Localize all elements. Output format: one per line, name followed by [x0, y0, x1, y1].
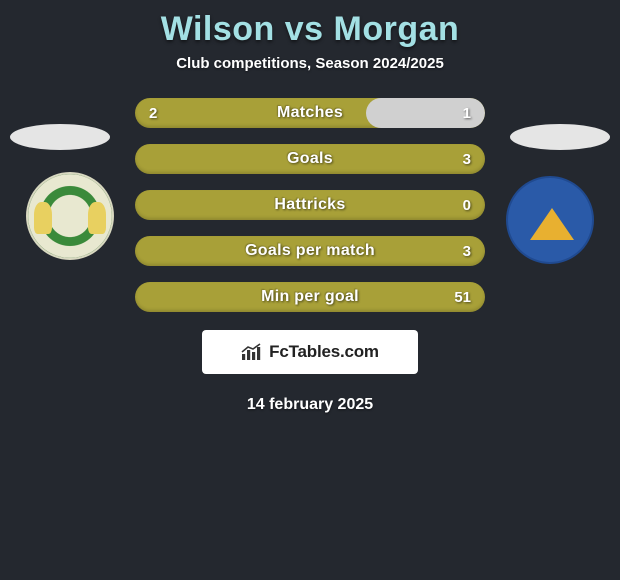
stat-bar: Min per goal51	[135, 282, 485, 312]
stat-bar: 2Matches1	[135, 98, 485, 128]
brand-box: FcTables.com	[202, 330, 418, 374]
stat-label: Matches	[135, 98, 485, 128]
stat-right-value: 3	[463, 144, 471, 174]
subtitle: Club competitions, Season 2024/2025	[0, 55, 620, 98]
date-text: 14 february 2025	[0, 396, 620, 414]
stat-right-value: 3	[463, 236, 471, 266]
stat-bar: Goals3	[135, 144, 485, 174]
stat-label: Goals	[135, 144, 485, 174]
stat-right-value: 51	[454, 282, 471, 312]
club-crest-left-icon	[26, 172, 114, 260]
stat-label: Min per goal	[135, 282, 485, 312]
stat-bars: 2Matches1Goals3Hattricks0Goals per match…	[135, 98, 485, 312]
brand-text: FcTables.com	[269, 342, 379, 362]
stat-label: Hattricks	[135, 190, 485, 220]
stat-label: Goals per match	[135, 236, 485, 266]
page-title: Wilson vs Morgan	[0, 0, 620, 55]
brand-chart-icon	[241, 343, 263, 361]
player-left-shoe-icon	[10, 124, 110, 150]
club-crest-right-icon	[506, 176, 594, 264]
player-right-shoe-icon	[510, 124, 610, 150]
stat-right-value: 1	[463, 98, 471, 128]
stat-right-value: 0	[463, 190, 471, 220]
stat-bar: Goals per match3	[135, 236, 485, 266]
stat-bar: Hattricks0	[135, 190, 485, 220]
